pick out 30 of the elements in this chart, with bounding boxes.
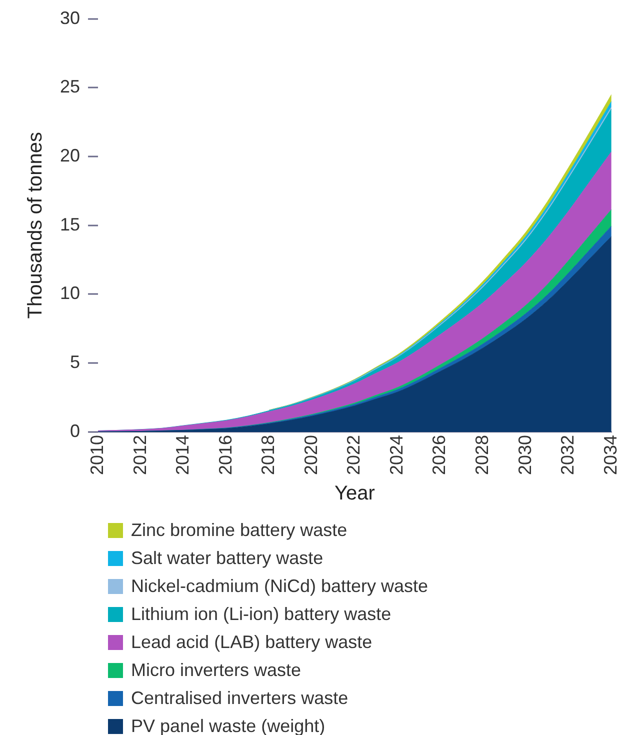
- x-tick-label: 2012: [130, 434, 150, 476]
- legend-label: Salt water battery waste: [131, 548, 324, 568]
- legend-label: PV panel waste (weight): [131, 716, 326, 735]
- y-tick-label: 0: [70, 420, 80, 441]
- y-tick-label: 30: [60, 8, 80, 28]
- x-tick-label: 2028: [472, 434, 492, 476]
- x-tick-label: 2020: [300, 434, 321, 476]
- legend-label: Zinc bromine battery waste: [131, 520, 348, 540]
- x-tick-label: 2014: [172, 434, 193, 476]
- x-tick-label: 2018: [258, 434, 278, 476]
- x-tick-label: 2030: [514, 434, 535, 476]
- x-axis-title: Year: [334, 482, 376, 505]
- legend-label: Micro inverters waste: [131, 660, 302, 680]
- legend-label: Lead acid (LAB) battery waste: [131, 632, 372, 652]
- x-tick-label: 2034: [600, 434, 620, 476]
- y-tick-label: 5: [70, 352, 80, 372]
- legend-label: Lithium ion (Li-ion) battery waste: [131, 604, 392, 624]
- x-tick-label: 2024: [386, 434, 406, 476]
- x-tick-label: 2010: [86, 434, 107, 476]
- x-tick-label: 2022: [344, 434, 364, 476]
- y-tick-label: 20: [60, 145, 80, 166]
- y-axis-title: Thousands of tonnes: [24, 132, 47, 319]
- legend-label: Nickel-cadmium (NiCd) battery waste: [131, 576, 428, 596]
- x-tick-label: 2016: [215, 434, 236, 476]
- y-tick-label: 25: [60, 76, 80, 97]
- x-tick-label: 2032: [558, 434, 578, 476]
- legend-label: Centralised inverters waste: [131, 688, 348, 708]
- y-tick-label: 10: [60, 283, 80, 304]
- x-tick-label: 2026: [429, 434, 450, 476]
- y-tick-label: 15: [60, 214, 80, 234]
